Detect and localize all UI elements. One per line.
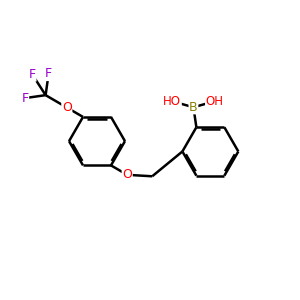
Text: O: O (62, 101, 72, 114)
Text: OH: OH (206, 95, 224, 108)
Text: F: F (29, 68, 36, 81)
Text: B: B (189, 101, 198, 114)
Text: F: F (45, 68, 52, 80)
Text: O: O (122, 168, 132, 181)
Text: HO: HO (163, 95, 181, 108)
Text: F: F (21, 92, 28, 105)
